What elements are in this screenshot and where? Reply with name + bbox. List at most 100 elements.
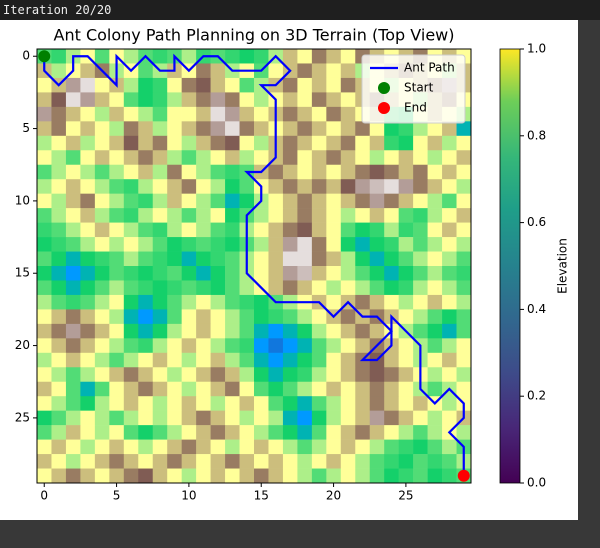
heat-cell: [340, 222, 356, 238]
heat-cell: [181, 280, 197, 296]
heat-cell: [326, 280, 342, 296]
heat-cell: [109, 309, 125, 325]
heat-cell: [109, 439, 125, 455]
heat-cell: [65, 352, 81, 368]
heat-cell: [196, 280, 211, 296]
heat-cell: [152, 338, 168, 354]
heat-cell: [311, 439, 327, 455]
heat-cell: [225, 352, 240, 368]
heat-cell: [181, 381, 197, 397]
heat-cell: [239, 425, 255, 440]
plot-frame: [36, 48, 472, 484]
heat-cell: [254, 468, 269, 484]
heat-cell: [268, 338, 284, 354]
heat-cell: [123, 164, 139, 180]
heat-cell: [355, 338, 371, 354]
heat-cell: [442, 367, 457, 383]
heat-cell: [225, 49, 240, 64]
heat-cell: [37, 338, 52, 354]
heat-cell: [210, 251, 226, 267]
heat-cell: [427, 323, 443, 339]
heat-cell: [384, 381, 399, 397]
heat-cell: [355, 266, 371, 281]
heat-cell: [311, 410, 327, 426]
heat-cell: [254, 106, 269, 122]
heat-cell: [65, 338, 81, 354]
heat-cell: [94, 323, 110, 339]
heat-cell: [239, 280, 255, 296]
heat-cell: [51, 309, 67, 325]
marker: [457, 469, 470, 482]
heat-cell: [369, 150, 385, 166]
heat-cell: [456, 222, 472, 238]
heat-cell: [65, 266, 81, 281]
heat-cell: [268, 396, 284, 411]
heat-cell: [355, 425, 371, 440]
colorbar-tick-label: 0.6: [527, 215, 546, 229]
heat-cell: [138, 396, 154, 411]
heat-cell: [210, 63, 226, 79]
heat-cell: [138, 222, 154, 238]
heat-cell: [196, 309, 211, 325]
heat-cell: [254, 396, 269, 411]
heat-cell: [398, 410, 414, 426]
heat-cell: [398, 193, 414, 209]
heat-cell: [311, 468, 327, 484]
heat-cell: [413, 179, 428, 194]
heat-cell: [442, 150, 457, 166]
heat-cell: [152, 454, 168, 469]
heat-cell: [123, 237, 139, 252]
heat-cell: [398, 222, 414, 238]
heat-cell: [138, 454, 154, 469]
heat-cell: [152, 150, 168, 166]
heat-cell: [167, 150, 182, 166]
heat-cell: [51, 106, 67, 122]
heat-cell: [355, 121, 371, 137]
colorbar-tick-label: 0.2: [527, 389, 546, 403]
heat-cell: [442, 439, 457, 455]
heat-cell: [369, 323, 385, 339]
heat-cell: [80, 106, 96, 122]
heat-cell: [369, 381, 385, 397]
heat-cell: [80, 323, 96, 339]
heat-cell: [355, 208, 371, 223]
heat-cell: [109, 294, 125, 310]
heat-cell: [225, 222, 240, 238]
heat-cell: [37, 208, 52, 223]
heat-cell: [369, 251, 385, 267]
heat-cell: [152, 352, 168, 368]
heat-cell: [167, 237, 182, 252]
heat-cell: [427, 309, 443, 325]
heat-cell: [268, 309, 284, 325]
heat-cell: [138, 179, 154, 194]
heat-cell: [398, 294, 414, 310]
heat-cell: [239, 323, 255, 339]
heat-cell: [109, 251, 125, 267]
ant-path: [43, 53, 465, 476]
heat-cell: [355, 222, 371, 238]
heat-cell: [109, 222, 125, 238]
heat-cell: [65, 237, 81, 252]
heat-cell: [80, 410, 96, 426]
heat-cell: [152, 439, 168, 455]
heat-cell: [51, 439, 67, 455]
x-tick-label: 10: [181, 489, 196, 503]
heat-cell: [384, 468, 399, 484]
heat-cell: [355, 135, 371, 151]
heat-cell: [427, 208, 443, 223]
heat-cell: [167, 280, 182, 296]
heat-cell: [181, 251, 197, 267]
heat-cell: [355, 251, 371, 267]
heat-cell: [326, 63, 342, 79]
heat-cell: [210, 150, 226, 166]
heat-cell: [282, 468, 298, 484]
heat-cell: [181, 106, 197, 122]
heat-cell: [210, 425, 226, 440]
heat-cell: [326, 208, 342, 223]
heat-cell: [109, 338, 125, 354]
console-text: Iteration 20/20: [0, 0, 600, 20]
heat-cell: [340, 266, 356, 281]
heat-cell: [282, 208, 298, 223]
heat-cell: [152, 164, 168, 180]
heat-cell: [282, 135, 298, 151]
